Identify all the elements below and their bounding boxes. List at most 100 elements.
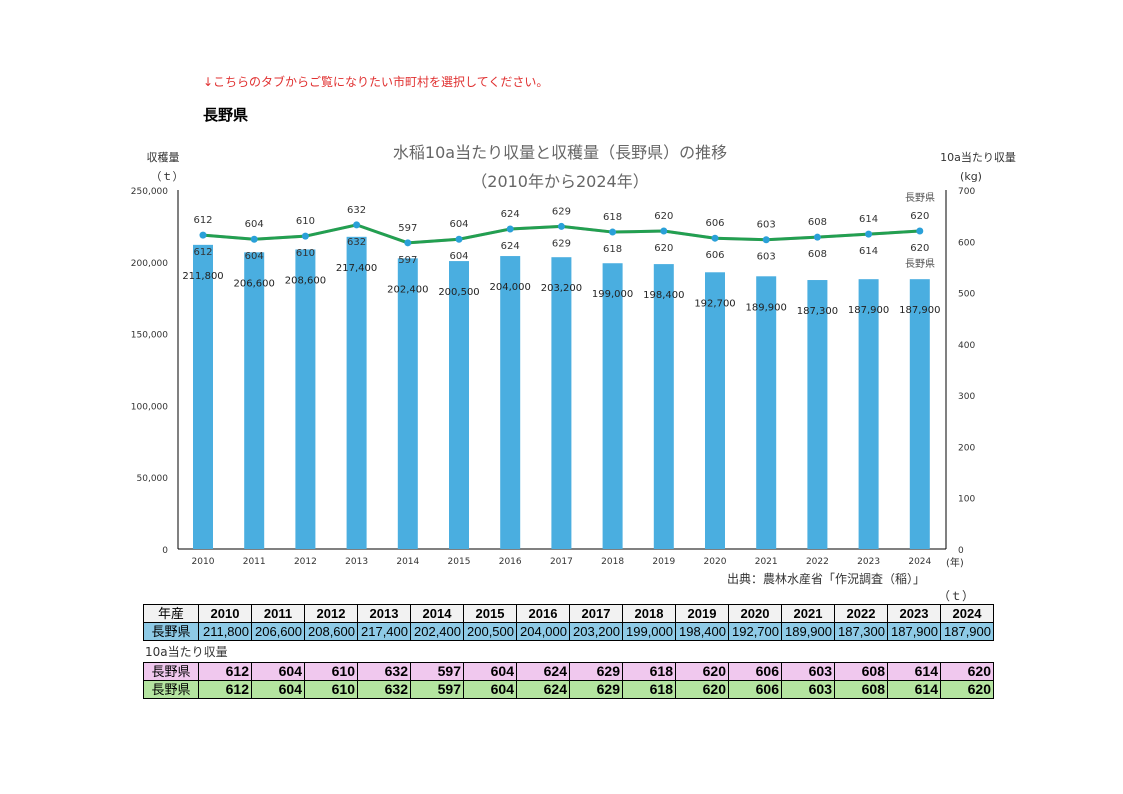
table-cell: 187,300: [834, 622, 888, 641]
table-cell: 597: [410, 680, 464, 699]
line-point: [813, 233, 821, 241]
table-cell: 203,200: [569, 622, 623, 641]
table-cell: 2024: [940, 604, 994, 623]
line-data-label: 629: [552, 206, 571, 217]
left-tick-label: 100,000: [131, 402, 168, 412]
right-tick-label: 300: [958, 392, 975, 402]
bar: [244, 252, 265, 550]
yield-table: 長野県 612 604 610 632 597 604 624 629 618 620 606 603 6…: [143, 662, 994, 699]
table-cell: 206,600: [251, 622, 305, 641]
line-data-label: 632: [347, 205, 366, 216]
left-tick-label: 50,000: [137, 474, 169, 484]
table-cell: 211,800: [198, 622, 252, 641]
table-cell: 620: [675, 662, 729, 681]
bar: [909, 279, 930, 549]
harvest-table: 年産 2010 2011 2012 2013 2014 2015 2016 2017 2018 20…: [143, 604, 994, 641]
x-tick-label: 2023: [857, 557, 880, 567]
table-cell: 610: [304, 662, 358, 681]
table-cell: 606: [728, 662, 782, 681]
bar: [397, 258, 418, 549]
instruction-note: ↓こちらのタブからご覧になりたい市町村を選択してください。: [203, 75, 549, 89]
line-data-label-secondary: 614: [859, 246, 878, 257]
bar-data-label: 187,300: [797, 306, 838, 317]
x-tick-label: 2016: [499, 557, 522, 567]
table-cell: 610: [304, 680, 358, 699]
line-data-label: 620: [910, 211, 929, 222]
table-cell: 608: [834, 662, 888, 681]
table-cell: 632: [357, 680, 411, 699]
bar-data-label: 203,200: [541, 283, 582, 294]
line-data-label: 612: [193, 215, 212, 226]
bar-data-label: 202,400: [387, 284, 428, 295]
right-tick-label: 600: [958, 238, 975, 248]
table-cell: 608: [834, 680, 888, 699]
bar-data-label: 198,400: [643, 290, 684, 301]
bar: [756, 276, 777, 549]
table-cell: 208,600: [304, 622, 358, 641]
bar: [193, 244, 213, 549]
table-cell: 604: [251, 662, 305, 681]
table-cell: 603: [781, 680, 835, 699]
bar-data-label: 187,900: [848, 305, 889, 316]
bar-data-label: 208,600: [285, 275, 326, 286]
line-point: [250, 235, 258, 243]
table-cell: 200,500: [463, 622, 517, 641]
table-cell: 614: [887, 680, 941, 699]
table-cell: 2014: [410, 604, 464, 623]
table-cell: 192,700: [728, 622, 782, 641]
x-tick-label: 2012: [294, 557, 317, 567]
series-label: 長野県: [905, 258, 935, 270]
line-point: [404, 239, 412, 247]
table-cell: 2013: [357, 604, 411, 623]
line-data-label-secondary: 612: [193, 247, 212, 258]
line-point: [609, 228, 617, 236]
left-axis-unit: （ｔ）: [151, 170, 184, 183]
line-data-label-secondary: 629: [552, 238, 571, 249]
table-cell: 624: [516, 662, 570, 681]
left-tick-label: 250,000: [131, 187, 168, 197]
bar-data-label: 206,600: [234, 278, 275, 289]
bar: [858, 279, 879, 549]
bar: [807, 280, 828, 549]
table-cell: 198,400: [675, 622, 729, 641]
x-tick-label: 2018: [601, 557, 624, 567]
line-data-label-secondary: 620: [910, 243, 929, 254]
table-cell: 217,400: [357, 622, 411, 641]
table-cell: 187,900: [940, 622, 994, 641]
line-point: [865, 230, 873, 238]
line-point: [199, 231, 207, 239]
chart-subtitle: （2010年から2024年）: [471, 172, 648, 191]
table-cell: 2017: [569, 604, 623, 623]
bar: [500, 256, 521, 549]
chart-title: 水稲10a当たり収量と収穫量（長野県）の推移: [393, 143, 727, 162]
row-label: 長野県: [143, 680, 199, 699]
line-data-label: 624: [501, 209, 520, 220]
line-data-label-secondary: 608: [808, 249, 827, 260]
x-tick-label: 2010: [192, 557, 215, 567]
line-data-label: 604: [245, 219, 264, 230]
bar-data-label: 217,400: [336, 263, 377, 274]
line-data-label-secondary: 618: [603, 244, 622, 255]
row-label: 長野県: [143, 662, 199, 681]
table-cell: 2016: [516, 604, 570, 623]
right-axis-label: 10a当たり収量: [940, 150, 1016, 164]
x-tick-label: 2014: [396, 557, 419, 567]
x-tick-label: 2022: [806, 557, 829, 567]
table-cell: 624: [516, 680, 570, 699]
bar: [653, 264, 674, 549]
x-tick-label: 2019: [652, 557, 675, 567]
line-point: [660, 227, 668, 235]
right-tick-label: 500: [958, 290, 975, 300]
row-label: 長野県: [143, 622, 199, 641]
table-cell: 629: [569, 680, 623, 699]
right-tick-label: 400: [958, 341, 975, 351]
line-data-label-secondary: 632: [347, 237, 366, 248]
bar: [705, 272, 725, 549]
x-tick-label: 2017: [550, 557, 573, 567]
line-data-label-secondary: 624: [501, 241, 520, 252]
table-cell: 604: [463, 680, 517, 699]
table-cell: 199,000: [622, 622, 676, 641]
line-data-label: 620: [654, 211, 673, 222]
line-point: [506, 225, 514, 233]
